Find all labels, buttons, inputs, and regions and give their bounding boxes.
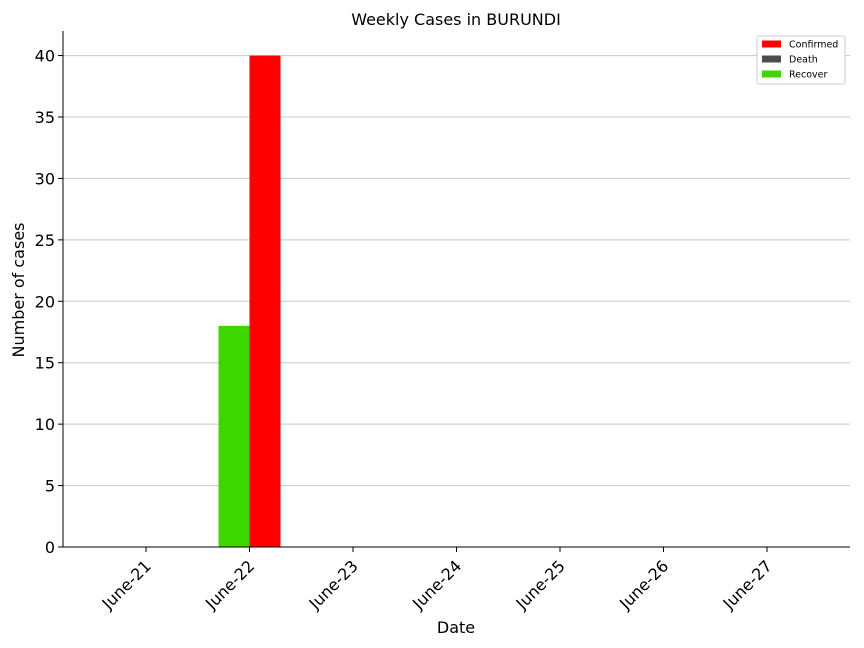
x-tick-label: June-22 bbox=[201, 556, 258, 613]
bars bbox=[218, 55, 281, 547]
y-tick-label: 30 bbox=[35, 169, 55, 188]
legend-label-death: Death bbox=[789, 55, 818, 66]
y-tick-label: 10 bbox=[35, 415, 55, 434]
chart-title: Weekly Cases in BURUNDI bbox=[351, 10, 561, 29]
x-ticks: June-21 June-22 June-23 June-24 June-25 June-… bbox=[98, 547, 776, 614]
legend-label-recover: Recover bbox=[789, 70, 828, 81]
y-axis-title: Number of cases bbox=[9, 223, 28, 358]
y-tick-label: 25 bbox=[35, 231, 55, 250]
y-tick-label: 15 bbox=[35, 354, 55, 373]
x-tick-label: June-27 bbox=[719, 556, 776, 613]
y-tick-label: 5 bbox=[45, 477, 55, 496]
legend-swatch-recover bbox=[762, 70, 781, 78]
legend-swatch-confirmed bbox=[762, 40, 781, 48]
grid-lines bbox=[63, 55, 850, 487]
x-tick-label: June-26 bbox=[615, 556, 672, 613]
legend-label-confirmed: Confirmed bbox=[789, 40, 838, 51]
y-ticks: 0 5 10 15 20 25 30 35 40 bbox=[35, 47, 63, 557]
x-tick-label: June-25 bbox=[512, 556, 569, 613]
bar-confirmed-june-22 bbox=[249, 55, 281, 547]
bar-recover-june-22 bbox=[218, 325, 250, 547]
y-tick-label: 0 bbox=[45, 538, 55, 557]
x-axis-title: Date bbox=[437, 618, 475, 637]
y-tick-label: 35 bbox=[35, 108, 55, 127]
x-tick-label: June-24 bbox=[408, 556, 465, 613]
x-tick-label: June-21 bbox=[98, 556, 155, 613]
legend-swatch-death bbox=[762, 55, 781, 63]
y-tick-label: 40 bbox=[35, 47, 55, 66]
y-tick-label: 20 bbox=[35, 292, 55, 311]
legend: Confirmed Death Recover bbox=[756, 35, 846, 85]
axes bbox=[62, 31, 850, 548]
x-tick-label: June-23 bbox=[305, 556, 362, 613]
